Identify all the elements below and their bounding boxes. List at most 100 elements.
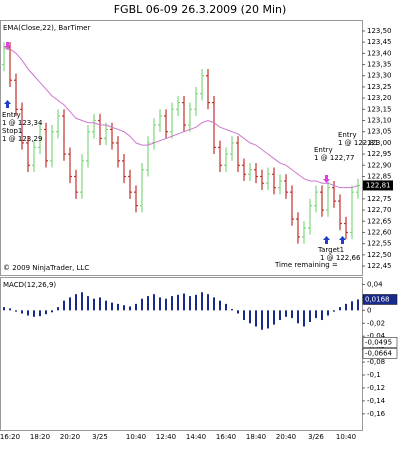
y-tick-label: 122,55 bbox=[367, 240, 392, 248]
y-tick-label: 123,10 bbox=[367, 117, 392, 125]
macd-bar bbox=[117, 303, 119, 311]
x-tick-label: 10:40 bbox=[126, 433, 146, 441]
macd-bar bbox=[255, 310, 257, 327]
chart-title: FGBL 06-09 26.3.2009 (20 Min) bbox=[114, 3, 287, 16]
trade-label: Entry bbox=[2, 111, 21, 119]
macd-bar bbox=[273, 310, 275, 325]
y-tick-label: 122,50 bbox=[367, 251, 392, 259]
target-arrow bbox=[339, 236, 346, 244]
macd-bar bbox=[27, 310, 29, 316]
macd-bar bbox=[87, 296, 89, 311]
value-box-label: 0,0168 bbox=[365, 295, 390, 303]
macd-bar bbox=[69, 297, 71, 311]
macd-bar bbox=[189, 296, 191, 311]
stop-arrow bbox=[4, 100, 11, 108]
x-tick-label: 18:40 bbox=[246, 433, 266, 441]
macd-bar bbox=[63, 300, 65, 311]
x-tick-label: 20:20 bbox=[60, 433, 80, 441]
x-tick-label: 12:40 bbox=[156, 433, 176, 441]
macd-bar bbox=[195, 294, 197, 311]
macd-bar bbox=[297, 310, 299, 324]
trade-label: 1 @ 122,77 bbox=[314, 154, 354, 162]
macd-bar bbox=[75, 294, 77, 311]
macd-bar bbox=[39, 310, 41, 317]
y-tick-label: 122,70 bbox=[367, 206, 392, 214]
macd-bar bbox=[207, 294, 209, 311]
macd-bar bbox=[45, 310, 47, 315]
macd-panel bbox=[0, 277, 363, 431]
value-box-label: -0,0495 bbox=[365, 338, 392, 346]
y-tick-label: 122,95 bbox=[367, 150, 392, 158]
value-box bbox=[362, 348, 398, 359]
y-tick-label: -0,12 bbox=[367, 384, 385, 392]
macd-bar bbox=[81, 292, 83, 311]
macd-bar bbox=[213, 297, 215, 311]
y-tick-label: -0,16 bbox=[367, 410, 386, 418]
macd-label: MACD(12,26,9) bbox=[3, 281, 56, 289]
macd-bar bbox=[249, 310, 251, 324]
y-tick-label: 122,65 bbox=[367, 217, 392, 225]
x-tick-label: 10:40 bbox=[336, 433, 356, 441]
macd-bar bbox=[225, 303, 227, 311]
macd-bar bbox=[93, 298, 95, 311]
value-box bbox=[362, 294, 398, 305]
y-tick-label: 0 bbox=[367, 306, 371, 314]
macd-bar bbox=[111, 302, 113, 311]
macd-bar bbox=[15, 310, 17, 312]
trade-label: 1 @ 123,34 bbox=[2, 119, 43, 127]
macd-bar bbox=[351, 301, 353, 311]
y-tick-label: 123,30 bbox=[367, 72, 392, 80]
macd-bar bbox=[159, 297, 161, 311]
macd-bar bbox=[315, 310, 317, 319]
y-tick-label: 123,25 bbox=[367, 83, 392, 91]
entry-arrow bbox=[4, 42, 11, 50]
timer-label: Time remaining = bbox=[274, 261, 338, 269]
x-tick-label: 14:40 bbox=[186, 433, 206, 441]
macd-bar bbox=[135, 303, 137, 311]
trade-label: 1 @ 122,66 bbox=[320, 254, 361, 262]
macd-bar bbox=[141, 298, 143, 311]
macd-bar bbox=[285, 310, 287, 317]
y-tick-label: -0,04 bbox=[367, 332, 386, 340]
macd-bar bbox=[345, 303, 347, 311]
macd-bar bbox=[51, 310, 53, 313]
macd-bar bbox=[123, 305, 125, 311]
trade-label: 1 @ 122,81 bbox=[338, 139, 378, 147]
value-box-label: -0,0664 bbox=[365, 349, 393, 357]
last-price-box bbox=[363, 180, 393, 191]
trade-label: Target1 bbox=[317, 246, 344, 254]
trade-label: Entry bbox=[338, 131, 357, 139]
indicator-label: EMA(Close,22), BarTimer bbox=[3, 24, 90, 32]
macd-bar bbox=[339, 307, 341, 311]
y-tick-label: 123,35 bbox=[367, 61, 392, 69]
y-tick-label: 123,40 bbox=[367, 49, 392, 57]
macd-bar bbox=[99, 297, 101, 311]
target-arrow bbox=[323, 236, 330, 244]
x-tick-label: 3/25 bbox=[92, 433, 108, 441]
y-tick-label: -0,14 bbox=[367, 397, 386, 405]
price-panel bbox=[0, 20, 363, 276]
macd-bar bbox=[321, 310, 323, 321]
x-tick-label: 16:40 bbox=[216, 433, 236, 441]
copyright: © 2009 NinjaTrader, LLC bbox=[3, 264, 89, 272]
macd-bar bbox=[267, 310, 269, 329]
macd-bar bbox=[3, 307, 5, 311]
macd-bar bbox=[261, 310, 263, 330]
macd-bar bbox=[231, 309, 233, 311]
y-tick-label: 122,85 bbox=[367, 172, 392, 180]
y-tick-label: 122,75 bbox=[367, 195, 392, 203]
macd-bar bbox=[201, 292, 203, 311]
macd-bar bbox=[333, 310, 335, 312]
macd-bar bbox=[153, 294, 155, 311]
macd-bar bbox=[21, 310, 23, 314]
macd-bar bbox=[147, 296, 149, 311]
macd-bar bbox=[105, 300, 107, 311]
macd-bar bbox=[129, 306, 131, 311]
x-tick-label: 18:20 bbox=[30, 433, 50, 441]
macd-bar bbox=[279, 310, 281, 321]
macd-bar bbox=[219, 300, 221, 311]
y-tick-label: 122,60 bbox=[367, 228, 392, 236]
macd-bar bbox=[309, 310, 311, 322]
macd-bar bbox=[291, 310, 293, 319]
